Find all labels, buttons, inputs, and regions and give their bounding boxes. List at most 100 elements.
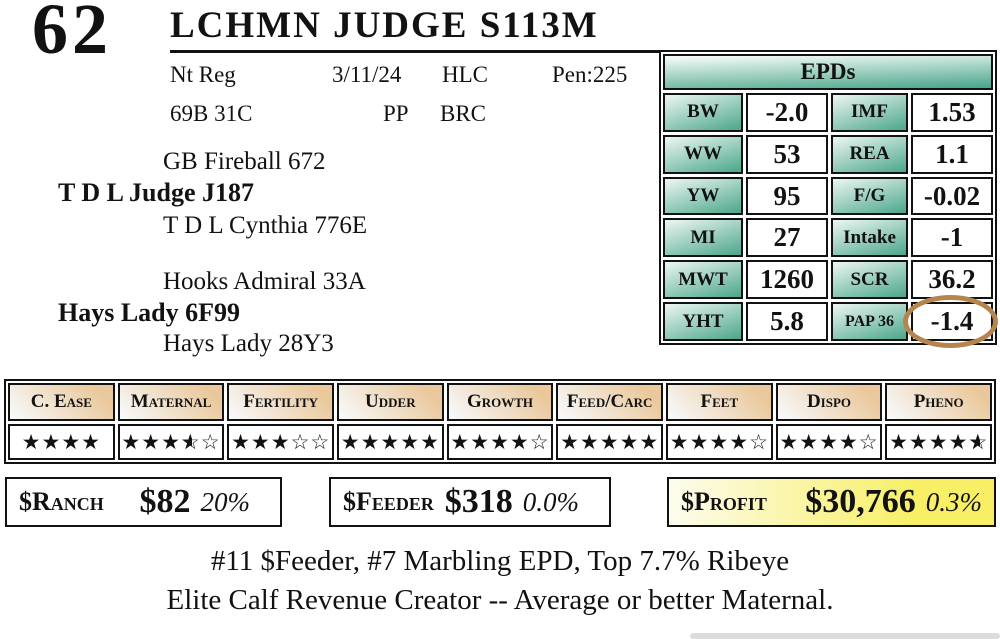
- epd-value-yht: 5.8: [746, 302, 828, 341]
- pap-highlight-circle-icon: [903, 295, 998, 348]
- epd-label-ww: WW: [663, 134, 743, 174]
- trait-header-feet: Feet: [665, 383, 773, 421]
- star-full-icon: ★: [669, 429, 690, 454]
- star-empty-icon: ☆: [310, 429, 331, 454]
- epd-value-scr: 36.2: [911, 260, 993, 300]
- epd-label-fg: F/G: [831, 176, 908, 216]
- epd-label-scr: SCR: [831, 260, 908, 300]
- epd-label-yw: YW: [663, 176, 743, 216]
- star-full-icon: ★: [709, 429, 730, 454]
- epd-value-yw: 95: [746, 176, 828, 216]
- animal-name: LCHMN JUDGE S113M: [170, 4, 702, 53]
- reg-status: Nt Reg: [170, 62, 236, 87]
- pedigree-dam: Hays Lady 6F99: [58, 298, 241, 327]
- star-full-icon: ★: [908, 429, 929, 454]
- pedigree-sire: T D L Judge J187: [58, 178, 255, 207]
- location-code: HLC: [442, 62, 488, 87]
- profit-percentile: 0.3%: [925, 486, 982, 517]
- star-full-icon: ★: [400, 429, 421, 454]
- epd-value-bw: -2.0: [746, 93, 828, 132]
- star-full-icon: ★: [450, 429, 471, 454]
- epd-value-ww: 53: [746, 134, 828, 174]
- star-empty-icon: ☆: [749, 429, 769, 454]
- star-full-icon: ★: [231, 429, 251, 454]
- breeder-code: BRC: [440, 101, 487, 126]
- ranch-value-box: $Ranch $82 20%: [5, 477, 282, 527]
- tattoo: 69B 31C: [170, 101, 253, 126]
- star-full-icon: ★: [81, 429, 101, 454]
- ranch-percentile: 20%: [200, 486, 251, 517]
- feeder-amount: $318: [444, 483, 513, 520]
- trait-header-feedcarc: Feed/Carc: [556, 383, 663, 421]
- lot-number: 62: [32, 0, 112, 69]
- feeder-label: $Feeder: [343, 487, 434, 516]
- star-full-icon: ★: [579, 429, 600, 454]
- ranch-amount: $82: [139, 483, 191, 520]
- epd-table: EPDs BW -2.0 IMF 1.53 WW 53 REA 1.1 YW 9…: [659, 50, 997, 345]
- trait-header-growth: Growth: [446, 383, 554, 421]
- star-full-icon: ★: [121, 429, 142, 454]
- star-full-icon: ★: [340, 429, 361, 454]
- horn-status: PP: [383, 101, 409, 126]
- epd-value-mi: 27: [746, 218, 828, 258]
- epd-value-mwt: 1260: [746, 260, 828, 300]
- trait-stars-udder: ★ ★ ★ ★ ★: [336, 424, 444, 460]
- star-empty-icon: ☆: [529, 429, 550, 454]
- pedigree-dam-dam: Hays Lady 28Y3: [163, 330, 334, 357]
- trait-header-cease: C. Ease: [8, 383, 115, 421]
- profit-value-box: $Profit $30,766 0.3%: [667, 477, 996, 527]
- star-full-icon: ★: [799, 429, 820, 454]
- trait-stars-pheno: ★ ★ ★ ★ ☆ ★: [885, 424, 992, 460]
- trait-rating-table: C. Ease Maternal Fertility Udder Growth …: [4, 379, 996, 464]
- epd-value-imf: 1.53: [911, 93, 993, 132]
- trait-stars-cease: ★ ★ ★ ★: [8, 424, 115, 460]
- trait-stars-fertility: ★ ★ ★ ☆ ☆: [227, 424, 334, 460]
- star-full-icon: ★: [41, 429, 62, 454]
- trait-header-udder: Udder: [336, 383, 444, 421]
- star-full-icon: ★: [639, 429, 660, 454]
- star-full-icon: ★: [61, 429, 82, 454]
- star-full-icon: ★: [509, 429, 530, 454]
- star-full-icon: ★: [928, 429, 949, 454]
- star-full-icon: ★: [948, 429, 969, 454]
- star-full-icon: ★: [470, 429, 491, 454]
- epd-label-intake: Intake: [831, 218, 908, 258]
- profit-amount: $30,766: [805, 483, 916, 520]
- ranch-label: $Ranch: [19, 487, 104, 516]
- star-full-icon: ★: [779, 429, 800, 454]
- page-edge-artifact: [690, 633, 1000, 639]
- star-full-icon: ★: [250, 429, 271, 454]
- star-full-icon: ★: [819, 429, 839, 454]
- star-half-icon: ☆ ★: [180, 429, 201, 454]
- star-full-icon: ★: [619, 429, 640, 454]
- pedigree-dam-sire: Hooks Admiral 33A: [163, 268, 366, 295]
- star-empty-icon: ☆: [290, 429, 311, 454]
- star-full-icon: ★: [889, 429, 909, 454]
- epd-label-rea: REA: [831, 134, 908, 174]
- star-full-icon: ★: [270, 429, 291, 454]
- epd-label-imf: IMF: [831, 93, 908, 132]
- star-full-icon: ★: [141, 429, 162, 454]
- trait-stars-dispo: ★ ★ ★ ★ ☆: [775, 424, 883, 460]
- profit-label: $Profit: [681, 487, 767, 516]
- epd-value-rea: 1.1: [911, 134, 993, 174]
- star-full-icon: ★: [729, 429, 750, 454]
- star-full-icon: ★: [21, 429, 42, 454]
- star-full-icon: ★: [161, 429, 181, 454]
- epd-label-pap: PAP 36: [831, 302, 908, 341]
- trait-header-maternal: Maternal: [117, 383, 225, 421]
- trait-stars-feedcarc: ★ ★ ★ ★ ★: [556, 424, 663, 460]
- star-full-icon: ★: [360, 429, 381, 454]
- feeder-value-box: $Feeder $318 0.0%: [329, 477, 611, 527]
- trait-stars-growth: ★ ★ ★ ★ ☆: [446, 424, 554, 460]
- epd-value-fg: -0.02: [911, 176, 993, 216]
- epd-label-mi: MI: [663, 218, 743, 258]
- star-empty-icon: ☆: [200, 429, 221, 454]
- pedigree-sire-dam: T D L Cynthia 776E: [163, 212, 368, 239]
- star-full-icon: ★: [490, 429, 510, 454]
- star-full-icon: ★: [420, 429, 440, 454]
- trait-stars-maternal: ★ ★ ★ ☆ ★ ☆: [117, 424, 225, 460]
- footnote-summary: Elite Calf Revenue Creator -- Average or…: [166, 584, 834, 616]
- epd-value-intake: -1: [911, 218, 993, 258]
